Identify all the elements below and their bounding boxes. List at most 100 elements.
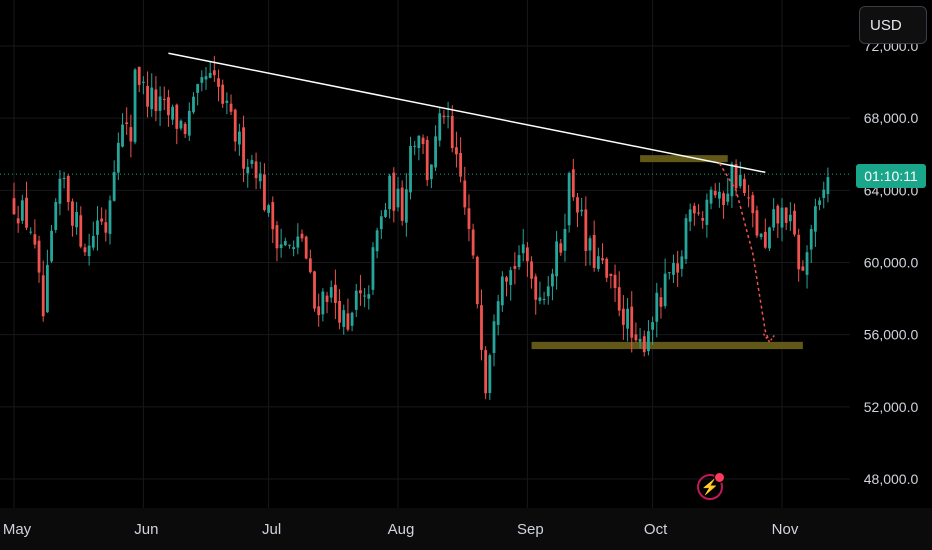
candle [818,197,821,211]
candle-body [208,72,212,78]
candle [676,250,680,287]
time-tick-label: Sep [517,521,544,538]
candle [121,113,124,148]
candle-body [321,291,325,315]
candle-body [329,287,333,298]
candle-body [409,146,412,193]
candle [605,257,609,282]
candle [91,221,95,251]
candle-body [663,273,667,307]
candle [534,273,538,315]
currency-button[interactable]: USD [859,6,927,44]
candle [434,125,437,172]
candlestick-series[interactable] [12,55,830,400]
candle [41,260,45,322]
price-axis[interactable]: 72,000.068,000.064,000.060,000.056,000.0… [864,38,919,487]
candle [346,298,350,332]
candle-body [263,174,266,211]
price-tick-label: 56,000.0 [864,327,919,343]
candle [71,198,74,237]
candle [329,280,333,303]
candle [154,76,158,122]
candle [805,245,809,289]
candle-body [759,233,763,238]
candle [488,353,492,400]
candle [87,233,91,266]
time-axis[interactable]: May Jun Jul Aug Sep Oct Nov [3,521,799,538]
candle-body [133,69,137,143]
price-zone [640,155,728,163]
projection-path [718,162,771,343]
candle [738,161,742,189]
candle-body [384,209,387,217]
candle-body [83,247,87,253]
candle-body [229,103,233,112]
candle [208,61,212,79]
candle [392,167,396,223]
support-resistance-zones[interactable] [531,155,803,350]
candle-body [162,98,166,100]
candle-body [296,236,300,248]
candle [304,235,308,260]
candle-body [684,218,688,260]
drawing-tools[interactable] [0,52,850,344]
candle [763,218,767,249]
candle [137,66,141,93]
candle-body [730,163,734,197]
candle [379,210,383,240]
candle [826,167,830,203]
candle [705,193,709,238]
candle [45,249,49,314]
candle [592,220,596,272]
candle [112,160,116,202]
candle-body [772,209,776,228]
candle [308,249,312,274]
candle-body [596,256,600,269]
candle-body [425,139,429,181]
candle [20,194,24,224]
candle-body [41,275,45,317]
candle-body [463,180,467,208]
candle-body [154,89,158,112]
candle [367,285,371,310]
candle-body [71,201,74,226]
candle-body [755,210,759,236]
candle [588,235,592,266]
candle-body [634,334,638,341]
candle-body [288,244,291,246]
candle [655,282,659,338]
price-tick-label: 68,000.0 [864,110,919,126]
candle-body [513,265,517,269]
candle [496,294,500,336]
lightning-bolt-icon[interactable]: ⚡ [697,472,725,500]
candle-body [521,244,525,254]
candle-body [826,177,830,195]
candle-body [809,229,813,250]
candle [638,327,642,349]
candle [467,194,471,242]
candle-body [692,205,696,214]
candle [158,86,162,126]
candle-body [313,271,316,309]
candle-body [54,202,58,230]
candle [726,177,730,206]
candle [333,269,337,320]
candle-body [813,206,817,232]
candle-body [179,120,183,129]
price-zone [531,341,803,350]
candle-body [371,247,375,290]
countdown-price-label: 01:10:11 [856,164,926,188]
candle [667,272,671,280]
trendline [168,52,766,174]
candle [141,76,145,95]
candle [713,183,717,198]
candle-body [647,331,650,352]
candle-body [258,173,262,182]
candle [421,134,425,155]
candle [717,182,721,208]
time-tick-label: Aug [388,521,415,538]
candle-body [300,233,304,239]
candle-body [701,218,705,221]
candle [530,256,533,289]
